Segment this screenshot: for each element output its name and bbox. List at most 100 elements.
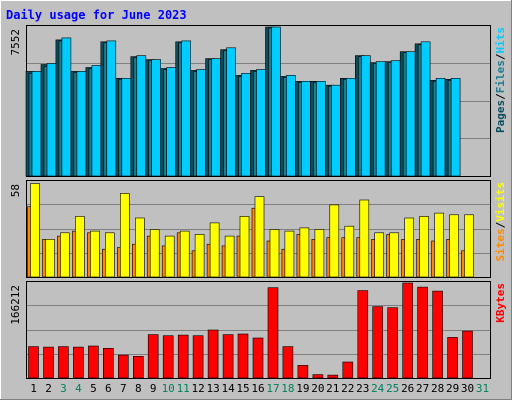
x-tick-label-day-13: 13 bbox=[206, 382, 219, 395]
x-tick-label-day-31: 31 bbox=[476, 382, 489, 395]
chart-marks bbox=[25, 26, 474, 379]
chart-title: Daily usage for June 2023 bbox=[6, 8, 187, 22]
bar-hits-day-17 bbox=[271, 26, 281, 177]
bar-hits-day-1 bbox=[31, 71, 42, 177]
bar-kbytes-day-2 bbox=[43, 346, 54, 379]
bar-hits-day-16 bbox=[256, 69, 266, 177]
bar-kbytes-day-15 bbox=[237, 333, 249, 379]
x-tick-label-day-19: 19 bbox=[296, 382, 309, 395]
bar-kbytes-day-12 bbox=[192, 335, 204, 379]
bar-hits-day-26 bbox=[405, 51, 416, 177]
bar-visits-day-25 bbox=[389, 232, 400, 278]
bar-hits-day-27 bbox=[420, 41, 431, 177]
bar-visits-day-5 bbox=[90, 230, 100, 278]
bar-kbytes-day-22 bbox=[342, 361, 354, 379]
bar-hits-day-7 bbox=[121, 78, 132, 177]
x-tick-label-day-20: 20 bbox=[311, 382, 324, 395]
bar-hits-day-8 bbox=[136, 55, 147, 177]
bar-visits-day-18 bbox=[284, 230, 295, 278]
bar-kbytes-day-18 bbox=[282, 346, 294, 379]
bar-kbytes-day-17 bbox=[267, 287, 279, 379]
bar-hits-day-10 bbox=[166, 67, 176, 177]
bar-visits-day-20 bbox=[314, 229, 325, 278]
bar-visits-day-24 bbox=[374, 232, 385, 278]
bar-kbytes-day-28 bbox=[432, 290, 443, 379]
bar-visits-day-16 bbox=[254, 196, 265, 278]
x-tick-label-day-29: 29 bbox=[446, 382, 459, 395]
bar-hits-day-25 bbox=[390, 60, 401, 177]
legend-hits: Pages/Files/Hits bbox=[494, 27, 507, 133]
bar-visits-day-3 bbox=[60, 232, 70, 278]
x-tick-label-day-4: 4 bbox=[75, 382, 82, 395]
bar-visits-day-26 bbox=[404, 217, 415, 278]
bar-hits-day-2 bbox=[46, 63, 57, 177]
bar-visits-day-14 bbox=[224, 235, 235, 278]
bar-visits-day-19 bbox=[299, 227, 310, 278]
bar-visits-day-29 bbox=[449, 214, 459, 278]
bar-hits-day-9 bbox=[151, 59, 161, 177]
x-tick-label-day-15: 15 bbox=[236, 382, 249, 395]
legend-kbytes: KBytes bbox=[494, 283, 507, 323]
legend-entry-files: Files bbox=[494, 60, 507, 93]
bar-hits-day-20 bbox=[316, 81, 326, 177]
bar-hits-day-4 bbox=[76, 71, 87, 177]
bar-kbytes-day-11 bbox=[177, 334, 189, 379]
bar-hits-day-21 bbox=[330, 84, 341, 177]
x-tick-label-day-25: 25 bbox=[386, 382, 399, 395]
bar-visits-day-15 bbox=[239, 216, 250, 278]
bar-kbytes-day-29 bbox=[447, 337, 458, 379]
legend-entry-pages: Pages bbox=[494, 100, 507, 133]
x-tick-label-day-30: 30 bbox=[461, 382, 474, 395]
bar-visits-day-4 bbox=[75, 216, 85, 278]
bar-kbytes-day-3 bbox=[58, 346, 69, 379]
bar-kbytes-day-8 bbox=[133, 355, 144, 379]
x-tick-label-day-16: 16 bbox=[251, 382, 264, 395]
bar-visits-day-17 bbox=[269, 229, 280, 278]
x-tick-label-day-9: 9 bbox=[150, 382, 157, 395]
bar-visits-day-7 bbox=[120, 193, 130, 278]
x-tick-label-day-21: 21 bbox=[326, 382, 339, 395]
bar-visits-day-27 bbox=[419, 216, 429, 278]
bar-hits-day-3 bbox=[61, 37, 72, 177]
bar-visits-day-6 bbox=[105, 232, 115, 278]
bar-visits-day-9 bbox=[149, 229, 160, 278]
bar-hits-day-13 bbox=[211, 58, 221, 177]
bar-hits-day-19 bbox=[301, 81, 311, 177]
bar-kbytes-day-19 bbox=[297, 365, 309, 379]
legend-entry-visits: Visits bbox=[494, 182, 507, 222]
bar-kbytes-day-21 bbox=[327, 374, 339, 379]
bar-hits-day-28 bbox=[435, 78, 446, 177]
x-tick-label-day-26: 26 bbox=[401, 382, 414, 395]
bar-kbytes-day-14 bbox=[222, 334, 234, 379]
bar-kbytes-day-9 bbox=[147, 334, 159, 379]
x-tick-label-day-7: 7 bbox=[120, 382, 127, 395]
bar-visits-day-13 bbox=[209, 222, 220, 278]
bar-kbytes-day-13 bbox=[207, 329, 219, 379]
x-tick-label-day-6: 6 bbox=[105, 382, 112, 395]
x-tick-label-day-28: 28 bbox=[431, 382, 444, 395]
x-tick-label-day-17: 17 bbox=[266, 382, 279, 395]
bar-visits-day-30 bbox=[464, 214, 474, 278]
x-axis-labels: 1 2 3 4 5 6 7 8 9 10 11 12 13 14 15 16 17 18 19 20 21 22 23 24 2… bbox=[30, 382, 489, 395]
bar-kbytes-day-25 bbox=[387, 307, 399, 379]
legend-entry-kbytes: KBytes bbox=[494, 283, 507, 323]
bar-kbytes-day-5 bbox=[88, 345, 99, 379]
bar-kbytes-day-26 bbox=[402, 282, 414, 379]
x-tick-label-day-2: 2 bbox=[45, 382, 52, 395]
bar-hits-day-5 bbox=[91, 65, 102, 177]
bar-kbytes-day-27 bbox=[417, 286, 428, 379]
bar-kbytes-day-24 bbox=[372, 306, 384, 379]
legend-entry-hits: Hits bbox=[494, 27, 507, 54]
x-tick-label-day-14: 14 bbox=[221, 382, 235, 395]
scale-label-hits: 7552 bbox=[9, 29, 22, 56]
x-tick-label-day-18: 18 bbox=[281, 382, 294, 395]
scale-label-kbytes: 166212 bbox=[9, 285, 22, 325]
x-tick-label-day-8: 8 bbox=[135, 382, 142, 395]
bar-hits-day-11 bbox=[181, 40, 191, 177]
bar-kbytes-day-1 bbox=[28, 346, 39, 379]
legend-separator: / bbox=[494, 93, 507, 100]
x-tick-label-day-3: 3 bbox=[60, 382, 67, 395]
bar-kbytes-day-10 bbox=[162, 335, 174, 379]
x-tick-label-day-10: 10 bbox=[162, 382, 175, 395]
